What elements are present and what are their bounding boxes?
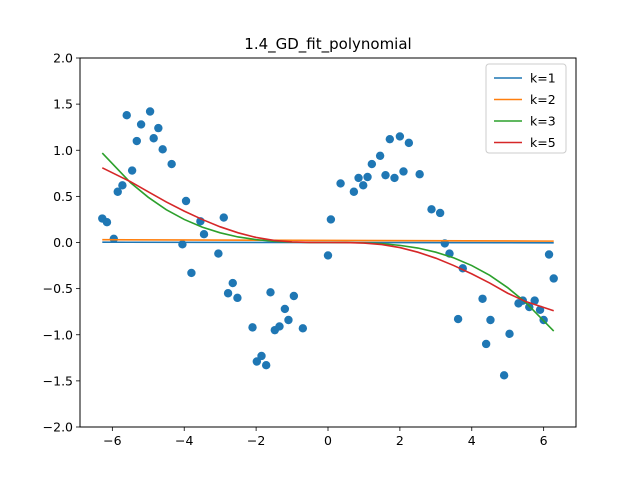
y-tick-label: −0.5	[43, 281, 73, 296]
scatter-point	[435, 208, 445, 218]
axis-ticks: −6 −4 −2 0 2 4 6 −2.0 −1.5 −1.0 −0.5 0.0 0.5 1.0 1.5 2.…	[43, 51, 548, 449]
scatter-point	[102, 218, 112, 227]
y-tick-label: 0.5	[53, 189, 73, 204]
scatter-point	[178, 240, 187, 249]
scatter-point	[415, 170, 424, 179]
scatter-point	[404, 138, 414, 148]
legend-label: k=5	[530, 135, 556, 150]
scatter-point	[132, 136, 141, 146]
plot-area	[98, 107, 558, 380]
scatter-point	[336, 179, 345, 188]
scatter-point	[481, 339, 491, 349]
scatter-point	[122, 110, 131, 120]
scatter-point	[181, 196, 191, 206]
scatter-point	[136, 120, 146, 129]
scatter-point	[187, 268, 196, 278]
scatter-point	[118, 181, 127, 190]
scatter-point	[486, 315, 495, 325]
scatter-point	[158, 145, 167, 154]
scatter-point	[219, 213, 228, 222]
x-tick-label: −6	[103, 433, 121, 448]
scatter-point	[499, 371, 509, 380]
legend: k=1 k=2 k=3 k=5	[485, 63, 567, 154]
scatter-point	[257, 351, 266, 361]
series-line-k5	[101, 167, 554, 312]
scatter-point	[149, 134, 158, 143]
scatter-point	[549, 274, 558, 283]
scatter-point	[214, 249, 223, 258]
legend-label: k=2	[530, 92, 556, 107]
scatter-point	[326, 215, 336, 224]
scatter-point	[289, 291, 299, 301]
scatter-point	[530, 296, 539, 305]
scatter-point	[154, 123, 163, 133]
series-line-k2	[102, 238, 554, 242]
x-tick-label: −2	[247, 433, 265, 448]
scatter-point	[248, 323, 257, 332]
scatter-point	[390, 173, 399, 183]
scatter-point	[427, 205, 436, 214]
chart-title: 1.4_GD_fit_polynomial	[244, 35, 411, 54]
scatter-points	[98, 107, 558, 380]
x-tick-label: 4	[468, 433, 476, 448]
x-tick-label: −4	[175, 433, 193, 448]
scatter-point	[395, 132, 405, 141]
legend-box	[485, 63, 567, 154]
scatter-point	[478, 294, 487, 303]
scatter-point	[323, 251, 333, 260]
scatter-point	[223, 289, 233, 298]
scatter-point	[199, 230, 209, 239]
scatter-point	[381, 170, 390, 180]
y-tick-label: −2.0	[43, 420, 73, 435]
y-tick-label: 1.5	[53, 97, 73, 112]
x-tick-label: 6	[540, 433, 548, 448]
scatter-point	[453, 314, 463, 324]
scatter-point	[375, 151, 385, 160]
scatter-point	[544, 250, 554, 259]
scatter-point	[252, 357, 262, 366]
y-tick-label: 2.0	[53, 51, 73, 66]
scatter-point	[145, 107, 155, 116]
legend-label: k=1	[530, 71, 556, 86]
y-tick-label: 1.0	[53, 143, 73, 158]
scatter-point	[363, 172, 372, 182]
scatter-point	[359, 181, 368, 190]
scatter-point	[275, 322, 284, 331]
x-tick-label: 0	[324, 433, 332, 448]
scatter-point	[298, 324, 308, 333]
x-tick-label: 2	[396, 433, 404, 448]
y-tick-label: −1.5	[43, 373, 73, 388]
legend-label: k=3	[530, 114, 556, 129]
scatter-point	[505, 329, 514, 339]
scatter-point	[127, 166, 137, 175]
scatter-point	[284, 315, 293, 325]
y-tick-label: −1.0	[43, 327, 73, 342]
scatter-point	[261, 360, 271, 370]
scatter-point	[399, 167, 408, 176]
scatter-point	[349, 187, 359, 196]
scatter-point	[385, 134, 395, 144]
scatter-point	[354, 173, 363, 183]
scatter-point	[167, 159, 176, 169]
scatter-point	[113, 187, 122, 196]
scatter-point	[233, 293, 242, 303]
scatter-point	[109, 234, 118, 244]
scatter-point	[228, 278, 237, 288]
y-tick-label: 0.0	[53, 235, 73, 250]
scatter-point	[280, 304, 290, 314]
scatter-point	[266, 288, 275, 297]
scatter-point	[367, 159, 377, 169]
